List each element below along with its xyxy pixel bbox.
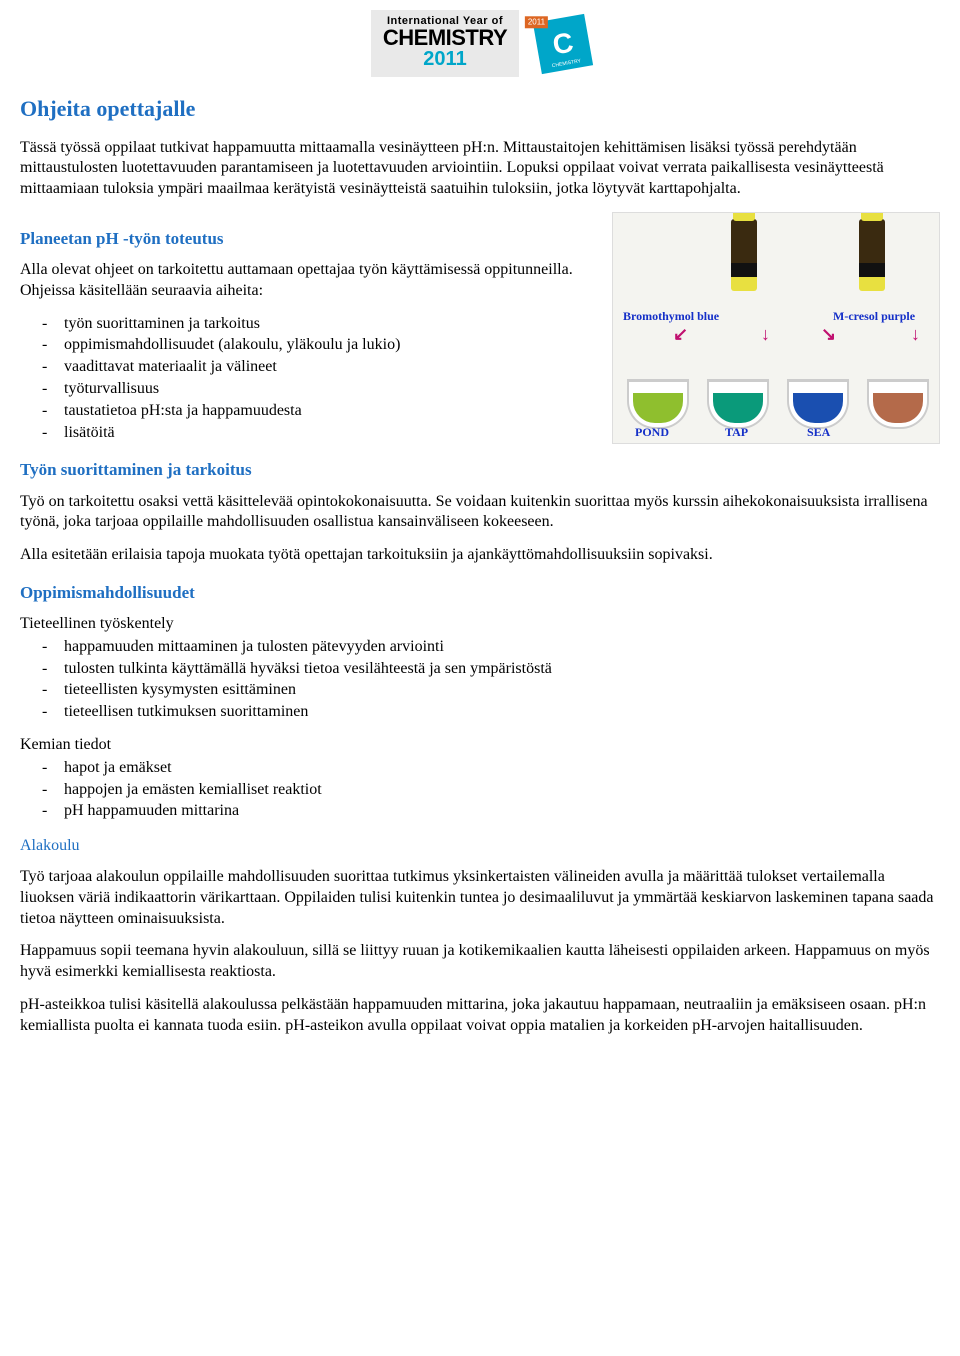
list-item: lisätöitä <box>64 423 594 444</box>
list-item: tulosten tulkinta käyttämällä hyväksi ti… <box>64 659 940 680</box>
plane-paragraph: Alla olevat ohjeet on tarkoitettu auttam… <box>20 260 594 302</box>
cup-icon <box>707 379 769 429</box>
arrow-icon: ↓ <box>761 323 770 346</box>
cup-label: POND <box>635 425 669 441</box>
logo-line3: 2011 <box>383 49 507 69</box>
ala-p1: Työ tarjoaa alakoulun oppilaille mahdoll… <box>20 867 940 929</box>
cup-icon <box>867 379 929 429</box>
list-item: hapot ja emäkset <box>64 758 940 779</box>
section-perform: Työn suorittaminen ja tarkoitus <box>20 459 594 481</box>
section-planeetan-ph: Planeetan pH -työn toteutus <box>20 228 594 250</box>
list-item: happojen ja emästen kemialliset reaktiot <box>64 780 940 801</box>
two-col-left: Planeetan pH -työn toteutus Alla olevat … <box>20 212 594 492</box>
learn-chem-list: hapot ja emäkset happojen ja emästen kem… <box>20 758 940 822</box>
header-logos: International Year of CHEMISTRY 2011 201… <box>20 0 940 89</box>
learn-sci-head: Tieteellinen työskentely <box>20 614 940 635</box>
learn-chem-head: Kemian tiedot <box>20 735 940 756</box>
cup-label: SEA <box>807 425 830 441</box>
logo-c-tile: 2011 C CHEMISTRY <box>533 13 593 73</box>
arrow-icon: ↘ <box>821 323 836 346</box>
cup-label: TAP <box>725 425 748 441</box>
plane-list: työn suorittaminen ja tarkoitus oppimism… <box>20 314 594 444</box>
list-item: työturvallisuus <box>64 379 594 400</box>
page-title: Ohjeita opettajalle <box>20 95 940 124</box>
section-learn: Oppimismahdollisuudet <box>20 582 940 604</box>
logo-big-c: C <box>550 24 576 63</box>
arrow-icon: ↓ <box>911 323 920 346</box>
subsection-alakoulu: Alakoulu <box>20 836 940 857</box>
list-item: oppimismahdollisuudet (alakoulu, yläkoul… <box>64 335 594 356</box>
hand-label-mc: M-cresol purple <box>833 309 915 325</box>
perform-p1: Työ on tarkoitettu osaksi vettä käsittel… <box>20 492 940 534</box>
logo-chemistry-year: International Year of CHEMISTRY 2011 <box>371 10 519 77</box>
ala-p3: pH-asteikkoa tulisi käsitellä alakouluss… <box>20 995 940 1037</box>
logo-badge-year: 2011 <box>525 16 548 28</box>
ala-p2: Happamuus sopii teemana hyvin alakouluun… <box>20 941 940 983</box>
experiment-photo: Bromothymol blue M-cresol purple ↙ ↓ ↘ ↓… <box>612 212 940 444</box>
cup-icon <box>627 379 689 429</box>
list-item: tieteellisen tutkimuksen suorittaminen <box>64 702 940 723</box>
list-item: taustatietoa pH:sta ja happamuudesta <box>64 401 594 422</box>
logo-line2: CHEMISTRY <box>383 27 507 49</box>
perform-p2: Alla esitetään erilaisia tapoja muokata … <box>20 545 940 566</box>
arrow-icon: ↙ <box>673 323 688 346</box>
two-column-row: Planeetan pH -työn toteutus Alla olevat … <box>20 212 940 492</box>
hand-label-bt: Bromothymol blue <box>623 309 719 325</box>
list-item: pH happamuuden mittarina <box>64 801 940 822</box>
cup-icon <box>787 379 849 429</box>
list-item: vaadittavat materiaalit ja välineet <box>64 357 594 378</box>
intro-paragraph: Tässä työssä oppilaat tutkivat happamuut… <box>20 138 940 200</box>
two-col-right: Bromothymol blue M-cresol purple ↙ ↓ ↘ ↓… <box>612 212 940 444</box>
vial-icon <box>731 219 757 291</box>
learn-sci-list: happamuuden mittaaminen ja tulosten päte… <box>20 637 940 723</box>
list-item: happamuuden mittaaminen ja tulosten päte… <box>64 637 940 658</box>
list-item: työn suorittaminen ja tarkoitus <box>64 314 594 335</box>
list-item: tieteellisten kysymysten esittäminen <box>64 680 940 701</box>
vial-icon <box>859 219 885 291</box>
